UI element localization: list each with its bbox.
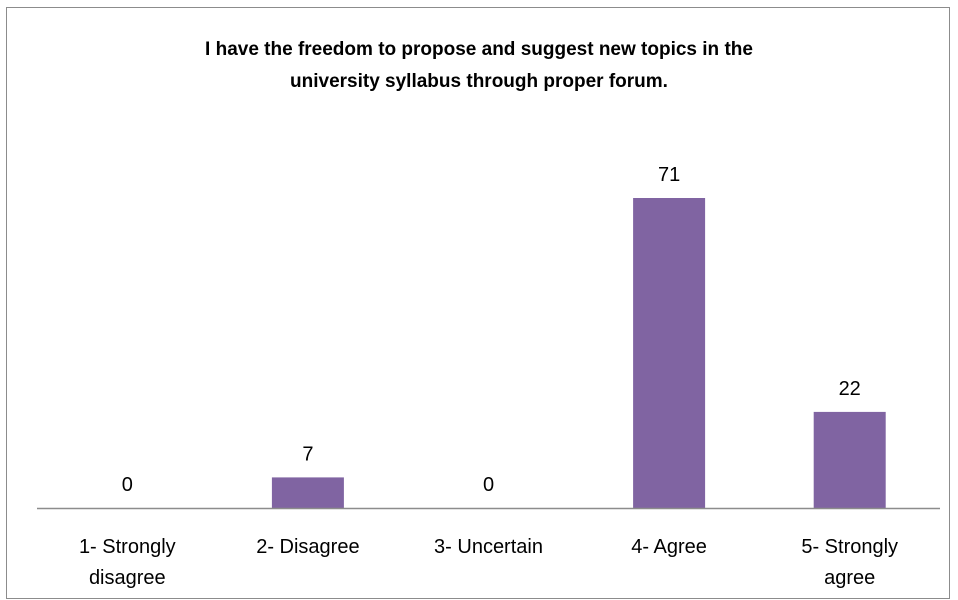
data-label: 7	[302, 443, 313, 465]
x-tick-label: disagree	[89, 567, 166, 589]
data-label: 71	[658, 164, 680, 186]
x-tick-label: 2- Disagree	[256, 536, 359, 558]
data-label: 0	[122, 474, 133, 496]
data-labels: 0 7 0 71 22	[122, 164, 861, 496]
chart-title-line: I have the freedom to propose and sugges…	[205, 39, 753, 60]
x-tick-label: 4- Agree	[631, 536, 707, 558]
x-tick-label: agree	[824, 567, 875, 589]
x-tick-label: 3- Uncertain	[434, 536, 543, 558]
x-tick-labels: 1- Strongly disagree 2- Disagree 3- Uncerta…	[79, 536, 898, 589]
x-tick-label: 1- Strongly	[79, 536, 176, 558]
chart-frame	[6, 7, 950, 599]
bar	[813, 411, 886, 508]
x-tick-label: 5- Strongly	[801, 536, 898, 558]
data-label: 0	[483, 474, 494, 496]
bars	[271, 198, 886, 508]
bar	[271, 477, 344, 508]
data-label: 22	[839, 378, 861, 400]
bar	[633, 198, 706, 508]
chart-title: I have the freedom to propose and sugges…	[205, 39, 753, 92]
chart-title-line: university syllabus through proper forum…	[290, 71, 668, 92]
